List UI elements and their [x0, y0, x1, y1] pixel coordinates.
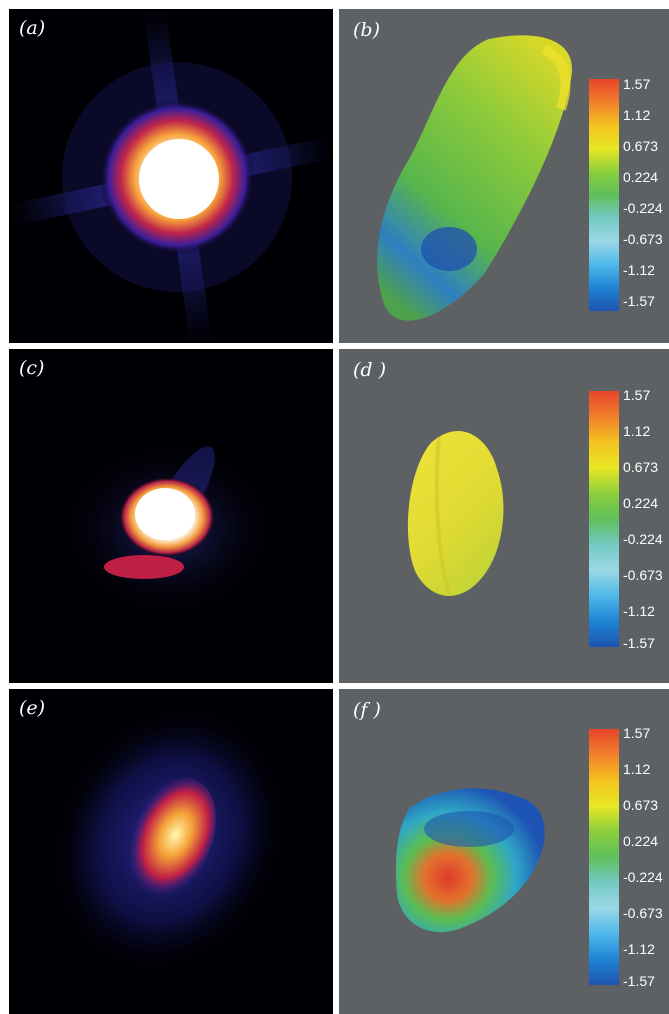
tick-label: -1.57: [623, 293, 655, 309]
panel-label-a: (a): [19, 17, 46, 39]
tick-label: -1.57: [623, 973, 655, 989]
tick-label: -1.12: [623, 941, 655, 957]
panel-c-diffraction: (c): [9, 349, 333, 683]
panel-e-diffraction: (e): [9, 689, 333, 1014]
tick-label: -1.12: [623, 603, 655, 619]
tick-label: 1.12: [623, 423, 651, 439]
tick-label: -0.673: [623, 905, 663, 921]
panel-label-d: (d ): [353, 359, 387, 381]
tick-label: -0.673: [623, 567, 663, 583]
reconstruction-shape-d: [407, 431, 504, 596]
tick-label: -0.224: [623, 200, 663, 216]
tick-label: 1.57: [623, 76, 651, 92]
panel-a-diffraction: (a): [9, 9, 333, 343]
colorbar-gradient: [589, 79, 619, 311]
colorbar-gradient: [589, 729, 619, 985]
tick-label: 1.12: [623, 107, 651, 123]
reconstruction-shape-f: [395, 788, 545, 933]
tick-label: 0.673: [623, 797, 659, 813]
colorbar-b: [589, 79, 619, 311]
tick-label: 0.224: [623, 833, 659, 849]
tick-label: 0.224: [623, 169, 659, 185]
tick-label: -0.224: [623, 869, 663, 885]
panel-label-e: (e): [19, 697, 46, 719]
diffraction-pattern-e: [49, 703, 289, 975]
panel-d-reconstruction: 1.57 1.12 0.673 0.224 -0.224 -0.673 -1.1…: [339, 349, 669, 683]
tick-label: 0.673: [623, 459, 659, 475]
diffraction-pattern-c: [59, 439, 279, 619]
panel-label-c: (c): [19, 357, 45, 379]
reconstruction-shape-b: [377, 35, 573, 321]
panel-f-reconstruction: 1.57 1.12 0.673 0.224 -0.224 -0.673 -1.1…: [339, 689, 669, 1014]
tick-label: 1.57: [623, 387, 651, 403]
colorbar-gradient: [589, 391, 619, 647]
tick-label: -0.224: [623, 531, 663, 547]
tick-label: 0.673: [623, 138, 659, 154]
tick-label: -0.673: [623, 231, 663, 247]
tick-label: 0.224: [623, 495, 659, 511]
tick-label: 1.57: [623, 725, 651, 741]
panel-label-f: (f ): [353, 699, 381, 721]
tick-label: -1.12: [623, 262, 655, 278]
tick-label: -1.57: [623, 635, 655, 651]
panel-b-reconstruction: 1.57 1.12 0.673 0.224 -0.224 -0.673 -1.1…: [339, 9, 669, 343]
colorbar-f: [589, 729, 619, 985]
panel-label-b: (b): [353, 19, 380, 41]
colorbar-d: [589, 391, 619, 647]
tick-label: 1.12: [623, 761, 651, 777]
diffraction-pattern-a: [10, 9, 333, 343]
